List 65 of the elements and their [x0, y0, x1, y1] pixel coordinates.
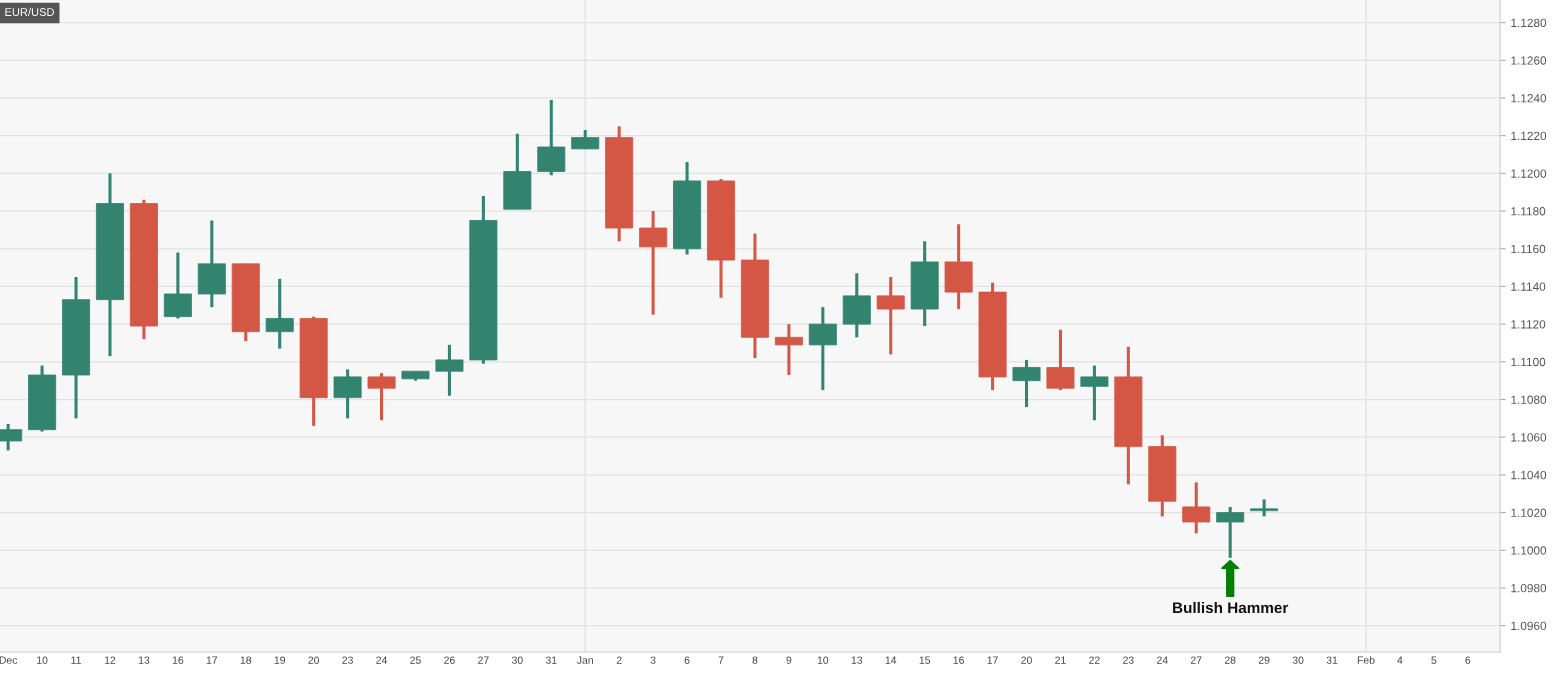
y-tick-label: 1.1280	[1511, 18, 1547, 28]
y-tick-label: 1.1200	[1511, 169, 1547, 178]
y-tick-label: 1.1240	[1511, 94, 1547, 103]
x-tick-label: 30	[1292, 656, 1304, 664]
x-tick-label: 13	[851, 656, 863, 664]
x-tick-label: 22	[1089, 656, 1100, 664]
x-tick-label: 10	[817, 656, 829, 664]
x-tick-label: 5	[1431, 656, 1437, 664]
y-tick-label: 1.1100	[1511, 357, 1546, 367]
annotation: Bullish Hammer	[1173, 601, 1289, 614]
y-tick-label: 1.1020	[1511, 508, 1547, 517]
x-tick-label: 6	[1465, 656, 1471, 664]
x-tick-label: 30	[511, 656, 523, 664]
candlestick	[774, 324, 803, 376]
x-tick-label: 28	[1224, 656, 1236, 664]
x-tick-label: 20	[1021, 656, 1032, 664]
x-tick-label: 26	[444, 656, 455, 664]
x-tick-label: 13	[138, 656, 150, 664]
candlestick	[1080, 365, 1109, 421]
text: EUR/USD	[5, 7, 54, 16]
x-tick-label: 10	[37, 656, 48, 664]
x-tick-label: 11	[71, 656, 81, 664]
y-tick-label: 1.0960	[1511, 621, 1547, 631]
x-tick-label: 18	[240, 656, 252, 664]
x-tick-label: 6	[684, 656, 690, 664]
y-tick-label: 1.0980	[1511, 583, 1547, 593]
x-tick-label: 19	[274, 656, 286, 664]
y-tick-label: 1.1140	[1511, 282, 1546, 291]
x-tick-label: 23	[342, 656, 353, 664]
x-tick-label: 21	[1055, 656, 1066, 664]
x-tick-label: 14	[885, 656, 897, 664]
x-tick-label: 12	[104, 656, 116, 664]
x-tick-label: Dec	[0, 656, 18, 664]
x-tick-label: 20	[308, 656, 320, 664]
x-tick-label: 31	[1326, 656, 1338, 664]
y-tick-label: 1.1160	[1511, 244, 1546, 254]
x-tick-label: 2	[616, 656, 622, 664]
x-tick-label: 9	[786, 656, 792, 664]
x-tick-label: 15	[919, 656, 931, 664]
y-tick-label: 1.1000	[1511, 546, 1547, 555]
x-tick-label: 29	[1258, 656, 1270, 664]
x-tick-label: 3	[650, 656, 656, 664]
x-tick-label: 16	[953, 656, 964, 664]
x-tick-label: 24	[376, 656, 388, 664]
y-tick-label: 1.1060	[1511, 433, 1547, 442]
y-tick-label: 1.1180	[1511, 207, 1546, 216]
x-tick-label: 17	[987, 656, 998, 664]
x-tick-label: 27	[1190, 656, 1202, 664]
x-tick-label: 31	[545, 656, 557, 664]
y-tick-label: 1.1040	[1511, 470, 1547, 480]
x-tick-label: 16	[172, 656, 184, 664]
y-tick-label: 1.1260	[1511, 56, 1547, 65]
x-tick-label: 23	[1123, 656, 1134, 664]
x-tick-label: Jan	[576, 656, 593, 664]
y-tick-label: 1.1080	[1511, 395, 1547, 404]
x-tick-label: 25	[410, 656, 421, 664]
x-tick-label: Feb	[1357, 656, 1375, 664]
x-tick-label: 4	[1397, 656, 1403, 664]
x-tick-label: 8	[752, 656, 758, 664]
x-tick-label: 24	[1157, 656, 1168, 664]
y-tick-label: 1.1220	[1511, 131, 1547, 141]
x-tick-label: 17	[206, 656, 218, 664]
y-tick-label: 1.1120	[1511, 320, 1546, 329]
x-tick-label: 7	[718, 656, 724, 664]
x-tick-label: 27	[478, 656, 489, 664]
